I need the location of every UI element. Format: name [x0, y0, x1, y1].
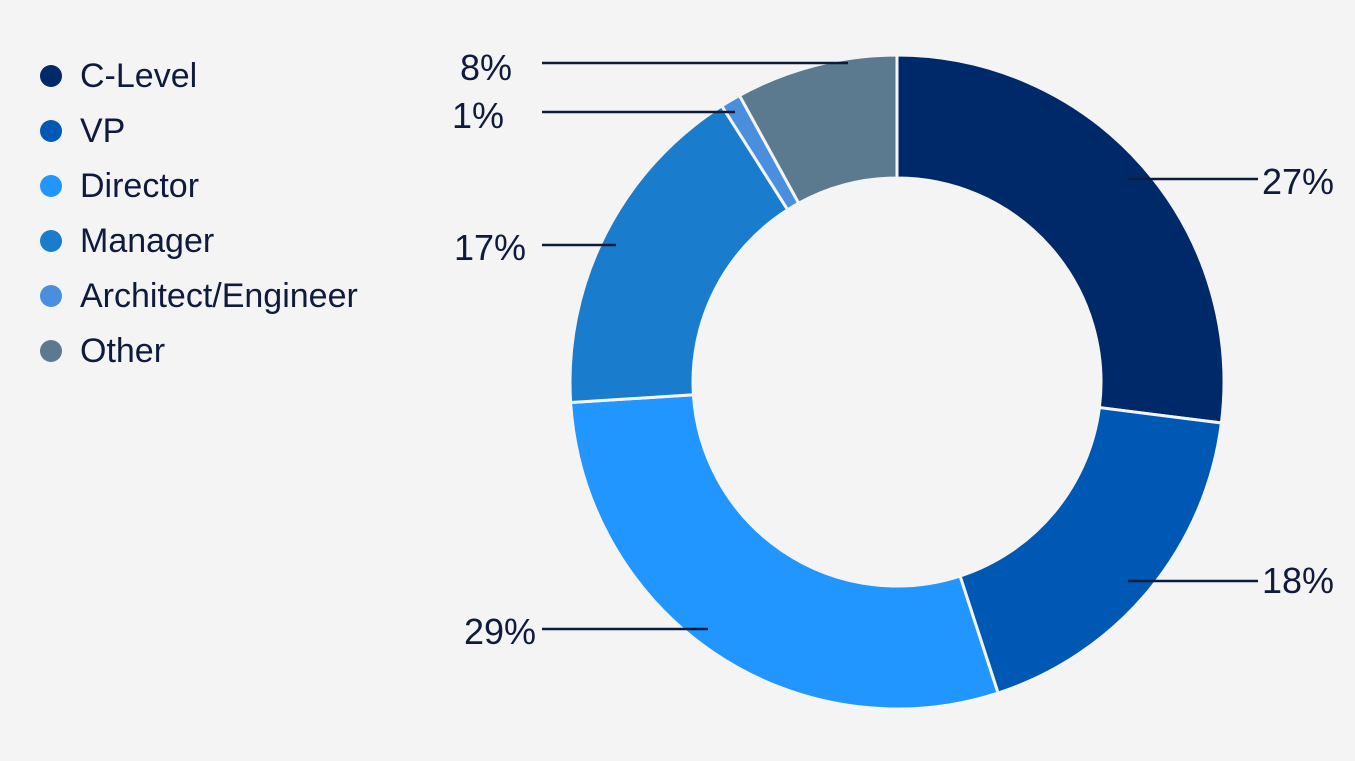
legend-item-c-level: C-Level — [40, 48, 440, 103]
legend-label-vp: VP — [80, 111, 126, 150]
slice-other — [737, 53, 899, 206]
data-label-c-level: 27% — [1262, 161, 1334, 202]
legend-item-other: Other — [40, 323, 440, 378]
legend-marker-architect-engineer — [40, 284, 62, 307]
slice-c-level — [895, 53, 1226, 425]
legend-label-other: Other — [80, 331, 166, 370]
legend-marker-vp — [40, 119, 62, 142]
data-label-group: 27% 18% 29% 17% 1% 8% — [452, 47, 1334, 652]
legend-marker-c-level — [40, 64, 62, 87]
legend-label-manager: Manager — [80, 221, 215, 260]
legend-label-architect-engineer: Architect/Engineer — [80, 276, 358, 315]
data-label-architect-engineer: 1% — [452, 95, 504, 136]
data-label-vp: 18% — [1262, 560, 1334, 601]
legend-label-director: Director — [80, 166, 200, 205]
legend-marker-manager — [40, 229, 62, 252]
legend-item-manager: Manager — [40, 213, 440, 268]
slice-vp — [958, 405, 1224, 695]
slice-director — [569, 393, 1000, 711]
data-label-manager: 17% — [454, 227, 526, 268]
legend-item-architect-engineer: Architect/Engineer — [40, 268, 440, 323]
legend-label-c-level: C-Level — [80, 56, 198, 95]
data-label-director: 29% — [464, 611, 536, 652]
data-label-other: 8% — [460, 47, 512, 88]
donut-slices — [568, 53, 1226, 711]
legend-marker-other — [40, 339, 62, 362]
slice-manager — [568, 103, 790, 405]
legend-item-director: Director — [40, 158, 440, 213]
legend-marker-director — [40, 174, 62, 197]
legend-item-vp: VP — [40, 103, 440, 158]
chart-legend: C-Level VP Director Manager Architect/En… — [40, 48, 440, 378]
